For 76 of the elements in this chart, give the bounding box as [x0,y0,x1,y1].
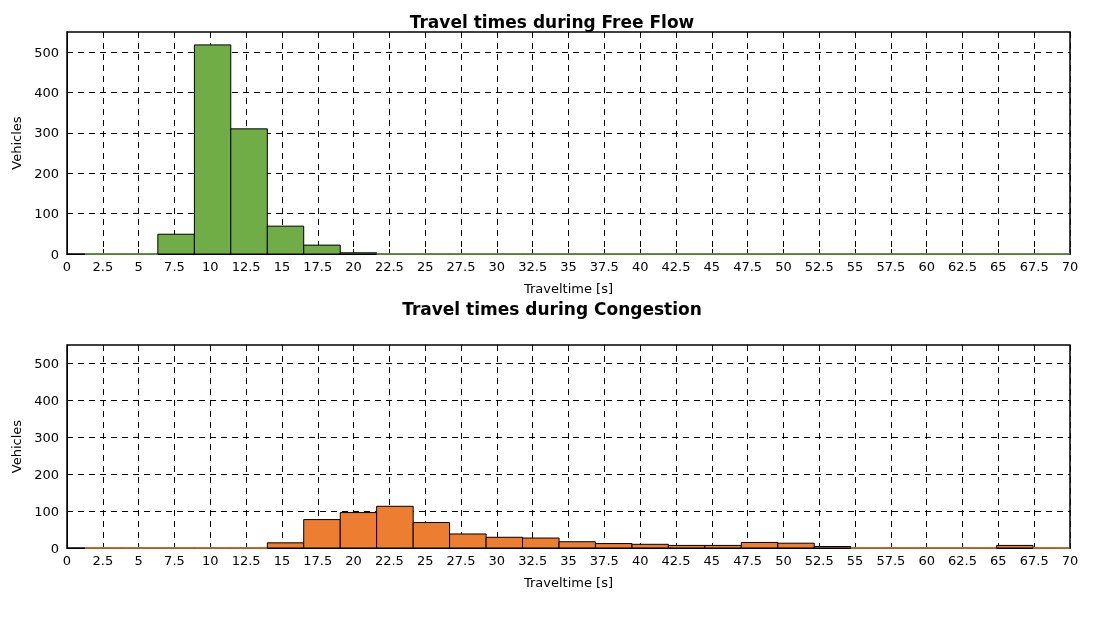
y-tick-label: 100 [34,503,59,519]
x-tick-label: 12.5 [231,553,261,568]
x-tick-label: 7.5 [164,259,185,274]
x-tick-label: 32.5 [518,553,548,568]
x-tick-label: 30 [488,259,506,274]
x-tick-label: 20 [345,259,362,274]
x-tick-label: 67.5 [1019,259,1049,274]
x-tick-label: 5 [134,553,143,568]
x-tick-label: 65 [990,259,1007,274]
y-tick-label: 100 [34,206,59,222]
y-tick-label: 200 [34,165,59,181]
x-tick-label: 27.5 [446,259,476,274]
y-tick-label: 400 [34,392,59,408]
y-tick-label: 0 [50,246,59,262]
x-tick-label: 17.5 [303,553,333,568]
x-tick-label: 42.5 [661,259,691,274]
y-tick-label: 500 [34,355,59,371]
y-axis-title: Vehicles [9,419,25,474]
x-axis-title: Traveltime [s] [522,281,614,296]
x-tick-label: 42.5 [661,553,691,568]
x-tick-label: 12.5 [231,259,261,274]
x-tick-label: 5 [134,259,143,274]
x-tick-label: 40 [631,553,649,568]
x-tick-label: 50 [775,553,792,568]
x-tick-label: 25 [416,259,434,274]
y-tick-label: 0 [50,540,59,556]
x-tick-label: 60 [918,553,935,568]
x-tick-label: 10 [202,553,219,568]
x-tick-label: 57.5 [876,259,906,274]
x-tick-label: 57.5 [876,553,906,568]
x-tick-label: 0 [62,553,72,568]
y-tick-label: 200 [34,466,59,482]
x-tick-label: 47.5 [733,553,763,568]
x-tick-label: 65 [990,553,1007,568]
x-tick-label: 70 [1061,553,1079,568]
x-tick-label: 22.5 [374,259,404,274]
y-tick-label: 400 [34,85,59,101]
x-tick-label: 10 [202,259,219,274]
x-tick-label: 37.5 [589,553,619,568]
x-tick-label: 52.5 [804,553,834,568]
x-tick-label: 37.5 [589,259,619,274]
x-axis-title: Traveltime [s] [522,575,614,590]
x-tick-label: 47.5 [733,259,763,274]
x-tick-label: 27.5 [446,553,476,568]
x-tick-label: 40 [631,259,649,274]
x-tick-label: 30 [488,553,506,568]
x-tick-label: 15 [273,259,291,274]
x-tick-label: 67.5 [1019,553,1049,568]
x-tick-label: 55 [846,259,864,274]
x-tick-label: 2.5 [92,259,114,274]
x-tick-label: 35 [560,553,577,568]
x-tick-label: 32.5 [518,259,548,274]
x-tick-label: 7.5 [164,553,185,568]
y-tick-label: 300 [34,429,59,445]
y-tick-label: 500 [34,44,59,60]
chart-title: Travel times during Free Flow [409,11,695,32]
x-tick-label: 62.5 [948,553,978,568]
x-tick-label: 0 [62,259,72,274]
x-tick-label: 15 [273,553,291,568]
x-tick-label: 70 [1061,259,1079,274]
x-tick-label: 62.5 [948,259,978,274]
y-axis-title: Vehicles [9,116,25,170]
x-tick-label: 45 [703,259,721,274]
chart-title: Travel times during Congestion [402,298,702,319]
x-tick-label: 60 [918,259,935,274]
x-tick-label: 20 [345,553,362,568]
x-tick-label: 17.5 [303,259,333,274]
x-tick-label: 35 [560,259,577,274]
x-tick-label: 55 [846,553,864,568]
x-tick-label: 2.5 [92,553,114,568]
x-tick-label: 52.5 [804,259,834,274]
x-tick-label: 45 [703,553,721,568]
x-tick-label: 25 [416,553,434,568]
y-tick-label: 300 [34,125,59,141]
x-tick-label: 22.5 [374,553,404,568]
x-tick-label: 50 [775,259,792,274]
